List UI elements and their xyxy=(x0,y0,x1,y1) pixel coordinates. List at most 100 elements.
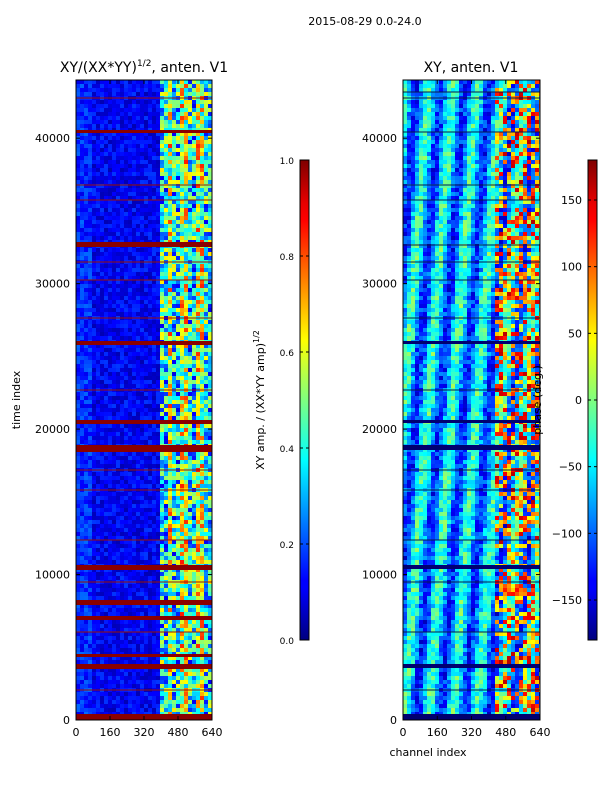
left-heatmap-cell xyxy=(116,472,120,476)
left-heatmap-cell xyxy=(96,80,100,84)
left-heatmap-cell xyxy=(200,416,204,420)
left-heatmap-cell xyxy=(168,528,172,532)
left-heatmap-cell xyxy=(92,88,96,92)
left-heatmap-cell xyxy=(136,624,140,628)
left-heatmap-cell xyxy=(120,116,124,120)
left-heatmap-cell xyxy=(136,220,140,224)
left-heatmap-cell xyxy=(80,140,84,144)
left-heatmap-cell xyxy=(208,332,212,336)
left-heatmap-cell xyxy=(188,592,192,596)
left-heatmap-cell xyxy=(168,536,172,540)
left-heatmap-cell xyxy=(128,556,132,560)
left-heatmap-cell xyxy=(100,88,104,92)
left-heatmap-cell xyxy=(140,440,144,444)
left-heatmap-cell xyxy=(116,184,120,188)
left-heatmap-cell xyxy=(84,628,88,632)
left-heatmap-cell xyxy=(188,148,192,152)
left-heatmap-cell xyxy=(164,84,168,88)
left-heatmap-cell xyxy=(164,412,168,416)
left-heatmap-cell xyxy=(116,304,120,308)
left-heatmap-cell xyxy=(152,608,156,612)
left-heatmap-cell xyxy=(140,352,144,356)
left-heatmap-cell xyxy=(100,168,104,172)
left-heatmap-cell xyxy=(80,328,84,332)
left-heatmap-cell xyxy=(180,196,184,200)
left-heatmap-cell xyxy=(184,384,188,388)
left-heatmap-cell xyxy=(100,160,104,164)
left-heatmap-cell xyxy=(164,168,168,172)
left-heatmap-cell xyxy=(112,224,116,228)
left-heatmap-cell xyxy=(204,372,208,376)
left-heatmap-cell xyxy=(108,632,112,636)
left-heatmap-cell xyxy=(116,372,120,376)
left-heatmap-cell xyxy=(200,152,204,156)
left-heatmap-cell xyxy=(140,628,144,632)
left-heatmap-cell xyxy=(136,656,140,660)
left-heatmap-cell xyxy=(140,232,144,236)
left-heatmap-cell xyxy=(164,424,168,428)
left-heatmap-cell xyxy=(192,104,196,108)
left-heatmap-cell xyxy=(200,440,204,444)
left-heatmap-cell xyxy=(164,80,168,84)
left-heatmap-cell xyxy=(200,376,204,380)
left-heatmap-cell xyxy=(76,472,80,476)
left-heatmap-cell xyxy=(104,372,108,376)
left-heatmap-cell xyxy=(208,368,212,372)
left-heatmap-cell xyxy=(124,452,128,456)
left-heatmap-cell xyxy=(188,424,192,428)
left-heatmap-cell xyxy=(112,180,116,184)
left-heatmap-cell xyxy=(136,136,140,140)
left-heatmap-cell xyxy=(148,656,152,660)
left-heatmap-cell xyxy=(92,200,96,204)
left-heatmap-cell xyxy=(148,248,152,252)
left-heatmap-cell xyxy=(196,252,200,256)
left-heatmap-cell xyxy=(156,188,160,192)
left-heatmap-cell xyxy=(180,512,184,516)
left-heatmap-cell xyxy=(188,272,192,276)
left-heatmap-cell xyxy=(180,248,184,252)
left-heatmap-cell xyxy=(208,220,212,224)
left-heatmap-cell xyxy=(120,332,124,336)
left-heatmap-cell xyxy=(92,308,96,312)
left-heatmap-cell xyxy=(128,436,132,440)
left-heatmap-cell xyxy=(80,248,84,252)
left-heatmap-cell xyxy=(204,544,208,548)
left-heatmap-cell xyxy=(204,572,208,576)
left-heatmap-cell xyxy=(128,500,132,504)
left-heatmap-cell xyxy=(188,288,192,292)
left-heatmap-cell xyxy=(176,380,180,384)
left-heatmap-cell xyxy=(88,424,92,428)
left-heatmap-cell xyxy=(184,572,188,576)
left-heatmap-cell xyxy=(144,272,148,276)
left-heatmap-cell xyxy=(176,632,180,636)
left-heatmap-cell xyxy=(116,276,120,280)
left-heatmap-cell xyxy=(208,312,212,316)
left-heatmap-cell xyxy=(116,432,120,436)
left-heatmap-cell xyxy=(196,104,200,108)
left-heatmap-cell xyxy=(164,572,168,576)
left-heatmap-cell xyxy=(176,220,180,224)
left-heatmap-cell xyxy=(180,148,184,152)
left-heatmap-cell xyxy=(112,368,116,372)
left-heatmap-cell xyxy=(80,352,84,356)
left-heatmap-cell xyxy=(180,168,184,172)
left-heatmap-cell xyxy=(124,172,128,176)
left-heatmap-cell xyxy=(140,324,144,328)
left-heatmap-cell xyxy=(84,408,88,412)
left-heatmap-cell xyxy=(96,84,100,88)
left-heatmap-cell xyxy=(176,372,180,376)
left-heatmap-cell xyxy=(204,560,208,564)
left-heatmap-cell xyxy=(124,104,128,108)
left-heatmap-cell xyxy=(124,608,128,612)
left-heatmap-cell xyxy=(184,212,188,216)
left-heatmap-cell xyxy=(200,124,204,128)
left-heatmap-cell xyxy=(88,236,92,240)
left-heatmap-cell xyxy=(152,656,156,660)
left-heatmap-cell xyxy=(180,472,184,476)
left-heatmap-cell xyxy=(120,296,124,300)
left-heatmap-cell xyxy=(148,544,152,548)
left-heatmap-cell xyxy=(96,256,100,260)
left-heatmap-cell xyxy=(80,552,84,556)
left-heatmap-cell xyxy=(160,412,164,416)
left-heatmap-cell xyxy=(180,428,184,432)
